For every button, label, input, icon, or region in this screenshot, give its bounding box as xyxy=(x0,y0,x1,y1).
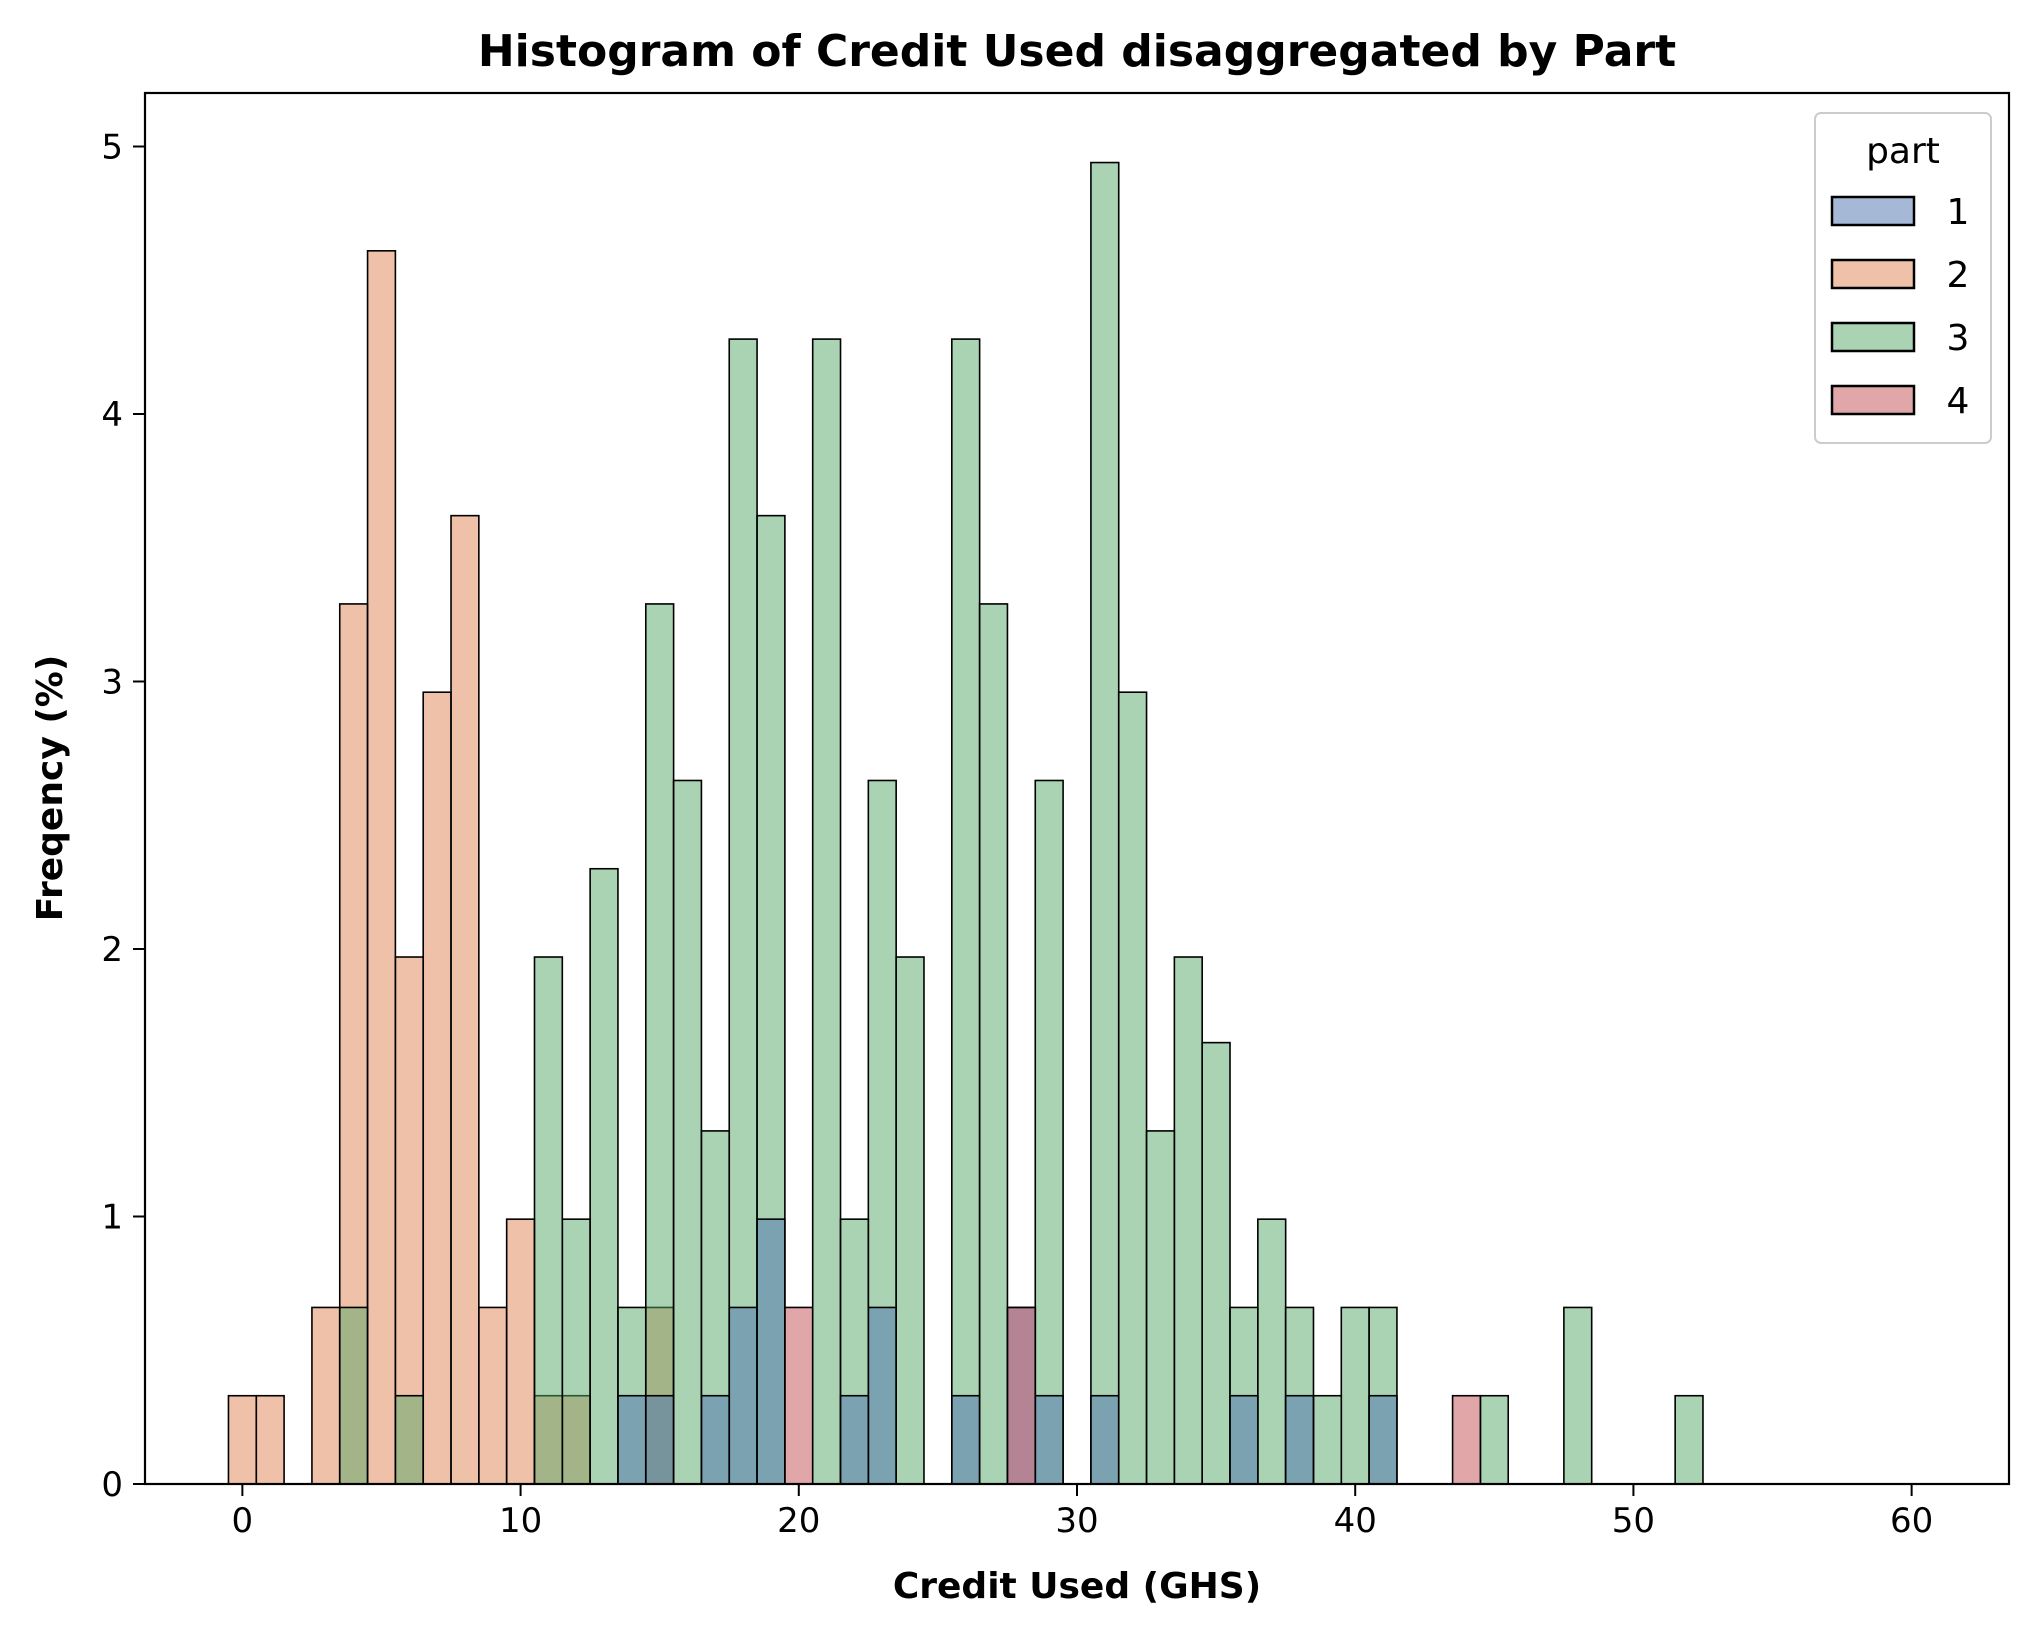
bar-part-1 xyxy=(756,1218,786,1485)
bar-part-3 xyxy=(1090,161,1120,1485)
x-tick-label: 30 xyxy=(1055,1501,1098,1541)
bar-part-3 xyxy=(728,338,758,1485)
y-axis-ticks: 0 1 2 3 4 5 xyxy=(101,128,145,1505)
bar-part-3 xyxy=(811,338,842,1485)
bar-part-1 xyxy=(1229,1394,1259,1485)
y-tick-label: 4 xyxy=(101,395,123,435)
bar-part-2 xyxy=(227,1394,258,1485)
legend-items: 1 2 3 4 xyxy=(1830,192,1970,422)
y-tick-label: 0 xyxy=(101,1465,123,1505)
bar-part-3 xyxy=(1173,956,1203,1485)
bar-part-3 xyxy=(1563,1306,1593,1485)
x-tick-label: 20 xyxy=(777,1501,820,1541)
bar-part-3 xyxy=(672,779,703,1485)
bar-part-3 xyxy=(533,956,564,1485)
bar-part-1 xyxy=(644,1394,675,1485)
legend-label-part-2: 2 xyxy=(1947,255,1970,296)
bar-part-2 xyxy=(422,691,452,1485)
bar-part-2 xyxy=(255,1394,285,1485)
bar-part-1 xyxy=(1368,1394,1398,1485)
bar-part-1 xyxy=(951,1394,981,1485)
bar-part-3 xyxy=(1034,779,1064,1485)
x-tick-label: 60 xyxy=(1890,1501,1933,1541)
bars-layer xyxy=(227,161,1704,1485)
bar-part-1 xyxy=(867,1306,897,1485)
x-tick-label: 10 xyxy=(499,1501,542,1541)
bar-part-3 xyxy=(1479,1394,1510,1485)
y-tick-label: 5 xyxy=(101,128,123,168)
bar-part-4 xyxy=(1451,1394,1482,1485)
x-tick-label: 0 xyxy=(232,1501,254,1541)
y-tick-label: 2 xyxy=(101,930,123,970)
legend: part 1 2 3 4 xyxy=(1814,112,1992,444)
bar-part-3 xyxy=(338,1306,369,1485)
x-tick-label: 40 xyxy=(1334,1501,1377,1541)
bar-part-1 xyxy=(617,1394,647,1485)
series-2-bars xyxy=(227,250,675,1485)
y-tick-label: 3 xyxy=(101,663,123,703)
bar-part-1 xyxy=(1034,1394,1064,1485)
x-axis-ticks: 0 10 20 30 40 50 60 xyxy=(232,1484,1933,1541)
bar-part-3 xyxy=(394,1394,425,1485)
chart-title: Histogram of Credit Used disaggregated b… xyxy=(478,26,1676,77)
bar-part-3 xyxy=(951,338,981,1485)
bar-part-1 xyxy=(839,1394,870,1485)
bar-part-1 xyxy=(1090,1394,1120,1485)
legend-title: part xyxy=(1866,131,1940,172)
bar-part-3 xyxy=(1201,1041,1231,1485)
legend-swatch-part-1 xyxy=(1830,195,1916,227)
bar-part-2 xyxy=(505,1218,536,1485)
y-axis-label: Freqency (%) xyxy=(30,655,71,922)
bar-part-3 xyxy=(1340,1306,1370,1485)
bar-part-3 xyxy=(978,603,1009,1485)
bar-part-1 xyxy=(1284,1394,1315,1485)
y-tick-label: 1 xyxy=(101,1198,123,1238)
bar-part-4 xyxy=(1006,1306,1037,1485)
legend-swatch-part-3 xyxy=(1830,321,1916,353)
bar-part-3 xyxy=(644,603,675,1485)
legend-label-part-1: 1 xyxy=(1947,192,1970,233)
bar-part-2 xyxy=(478,1306,508,1485)
bar-part-1 xyxy=(700,1394,731,1485)
bar-part-3 xyxy=(1145,1130,1176,1485)
bar-part-3 xyxy=(1257,1218,1287,1485)
bar-part-3 xyxy=(1674,1394,1704,1485)
bar-part-4 xyxy=(784,1306,814,1485)
x-tick-label: 50 xyxy=(1612,1501,1655,1541)
bar-part-3 xyxy=(1117,691,1148,1485)
bar-part-3 xyxy=(561,1218,591,1485)
legend-label-part-4: 4 xyxy=(1947,381,1970,422)
series-4-bars xyxy=(784,1306,1482,1485)
legend-swatch-part-4 xyxy=(1830,384,1916,416)
bar-part-3 xyxy=(1312,1394,1343,1485)
bar-part-1 xyxy=(728,1306,758,1485)
bar-part-2 xyxy=(450,514,480,1485)
bar-part-3 xyxy=(895,956,925,1485)
x-axis-label: Credit Used (GHS) xyxy=(893,1566,1261,1607)
bar-part-2 xyxy=(366,250,397,1485)
bar-part-2 xyxy=(311,1306,341,1485)
series-1-bars xyxy=(617,1218,1398,1485)
series-3-bars xyxy=(338,161,1704,1485)
bar-part-3 xyxy=(589,867,619,1485)
legend-label-part-3: 3 xyxy=(1947,318,1970,359)
legend-swatch-part-2 xyxy=(1830,258,1916,290)
